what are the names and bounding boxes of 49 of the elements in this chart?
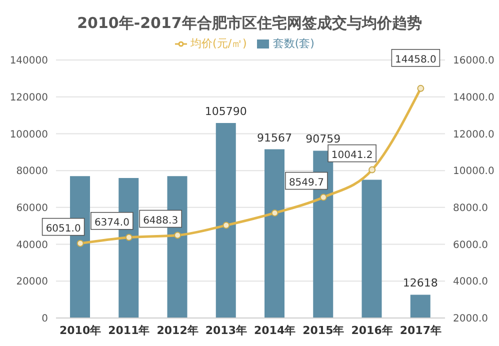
x-tick-label: 2015年: [302, 324, 344, 337]
data-label: 90759: [306, 132, 341, 146]
legend-label: 套数(套): [272, 37, 314, 50]
point: [320, 194, 327, 201]
legend-label: 均价(元/㎡): [190, 37, 247, 50]
data-label: 12618: [402, 276, 438, 290]
y-tick-label: 40000: [16, 240, 48, 251]
point: [174, 232, 182, 239]
y-tick-label: 20000: [16, 276, 48, 288]
y2-tick-label: 14000.0: [453, 92, 494, 104]
x-tick-label: 2014年: [254, 324, 296, 337]
x-tick-label: 2016年: [351, 324, 393, 337]
chart-title: 2010年-2017年合肥市区住宅网签成交与均价趋势: [76, 13, 423, 34]
y2-tick-label: 4000.0: [453, 276, 488, 288]
y-tick-label: 120000: [10, 92, 48, 104]
point: [76, 240, 84, 247]
x-tick-label: 2010年: [60, 324, 102, 337]
y2-tick-label: 2000.0: [453, 314, 488, 325]
x-tick-label: 2017年: [400, 324, 442, 337]
point: [222, 222, 230, 229]
y-tick-label: 100000: [10, 129, 48, 140]
bar: [216, 123, 236, 318]
bar: [362, 180, 382, 318]
x-tick-label: 2011年: [108, 324, 150, 337]
data-label: 6374.0: [94, 217, 130, 228]
y-tick-label: 0: [42, 314, 48, 325]
y2-tick-label: 16000.0: [453, 56, 494, 67]
x-tick-label: 2013年: [205, 324, 247, 337]
data-label: 10041.2: [331, 150, 373, 161]
y2-tick-label: 8000.0: [453, 202, 488, 214]
data-label: 91567: [257, 131, 292, 144]
point: [271, 209, 278, 216]
bar: [410, 294, 430, 318]
point: [368, 166, 376, 174]
point: [417, 84, 424, 92]
y2-tick-label: 6000.0: [453, 240, 488, 251]
data-label: 8549.7: [288, 177, 324, 188]
x-tick-label: 2012年: [156, 324, 198, 337]
y2-tick-label: 12000.0: [453, 129, 494, 140]
y2-tick-label: 10000.0: [453, 166, 494, 178]
y-tick-label: 80000: [16, 166, 48, 178]
data-label: 105790: [204, 105, 247, 118]
y-tick-label: 140000: [10, 56, 48, 67]
point: [125, 234, 132, 241]
bar: [264, 149, 284, 318]
data-label: 6488.3: [143, 215, 178, 226]
data-label: 14458.0: [395, 54, 436, 66]
y-tick-label: 60000: [16, 202, 48, 214]
data-label: 6051.0: [46, 223, 81, 234]
